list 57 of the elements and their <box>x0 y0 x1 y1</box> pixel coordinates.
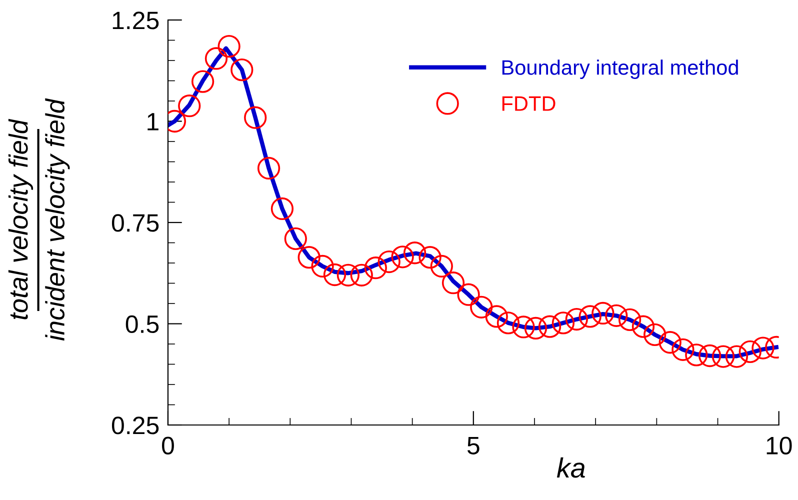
point <box>391 246 414 268</box>
y-tick-label: 0.25 <box>112 416 159 434</box>
text: incident velocity field <box>45 98 70 341</box>
point <box>685 344 708 366</box>
x-tick-label: 5 <box>467 437 480 454</box>
point <box>270 197 294 220</box>
point <box>738 340 762 364</box>
point <box>457 283 480 306</box>
point <box>752 336 774 360</box>
point <box>403 242 426 264</box>
y-tick-label: 1 <box>148 113 158 130</box>
point <box>178 94 201 118</box>
point <box>578 305 602 328</box>
point <box>204 47 228 70</box>
point <box>632 315 655 338</box>
point <box>378 250 400 274</box>
point <box>618 308 642 332</box>
point <box>658 331 682 354</box>
point <box>512 316 535 338</box>
point <box>672 338 694 361</box>
x-axis-title: ka <box>556 457 585 478</box>
x-tick-label: 10 <box>766 436 792 454</box>
point <box>592 302 614 325</box>
point <box>712 345 735 368</box>
y-tick-label: 0.5 <box>126 315 159 334</box>
legend-label: FDTD <box>502 96 556 111</box>
y-tick-label: 1.25 <box>112 12 159 30</box>
y-tick-label: 0.75 <box>112 214 159 232</box>
point <box>323 263 346 286</box>
point <box>442 272 465 294</box>
point <box>336 264 360 286</box>
point <box>218 35 240 58</box>
point <box>364 256 387 280</box>
point <box>257 156 280 180</box>
x-tick-label: 0 <box>162 436 174 454</box>
point <box>191 70 214 93</box>
point <box>565 308 588 331</box>
point <box>524 316 548 340</box>
point <box>644 323 666 346</box>
point <box>418 246 442 269</box>
text: total velocity field <box>8 118 34 320</box>
point <box>311 254 334 278</box>
point <box>552 312 575 334</box>
point <box>496 312 520 334</box>
point <box>725 345 748 368</box>
point <box>430 254 453 278</box>
point <box>284 227 307 250</box>
point <box>230 58 254 82</box>
point <box>485 305 508 328</box>
point <box>538 315 562 338</box>
point <box>350 264 373 286</box>
point <box>698 344 722 368</box>
point <box>470 296 493 318</box>
legend-label: Boundary integral method <box>502 60 738 80</box>
point <box>244 106 267 129</box>
point <box>605 304 628 327</box>
point <box>298 246 320 269</box>
